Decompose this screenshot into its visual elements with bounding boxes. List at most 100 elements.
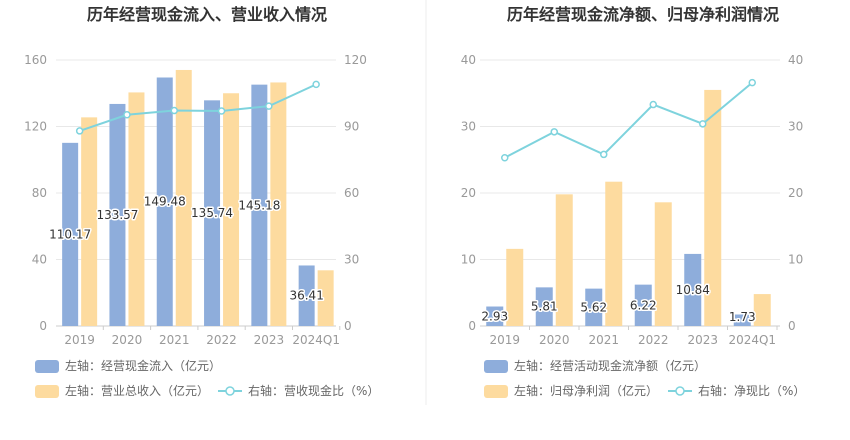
x-tick-label: 2024Q1 xyxy=(728,333,776,347)
legend-label: 右轴：净现比（%） xyxy=(698,383,805,398)
bar-data-label: 2.93 xyxy=(481,309,508,323)
chart-panel-2: 历年经营现金流净额、归母净利润情况 0 10 20 30 40 0 10 20 30 40 2019 2… xyxy=(461,5,805,398)
bar-series-1 xyxy=(62,142,79,326)
legend-label: 左轴：经营现金流入（亿元） xyxy=(65,358,221,373)
line-point xyxy=(550,128,558,136)
legend-label: 左轴：营业总收入（亿元） xyxy=(65,383,209,398)
bar-series-1 xyxy=(634,284,652,326)
bar-series-2 xyxy=(81,117,98,326)
legend-label: 左轴：经营活动现金流净额（亿元） xyxy=(514,358,706,373)
bar-series-1 xyxy=(204,100,221,327)
y-left-tick-label: 40 xyxy=(32,253,47,267)
y-left-tick-label: 40 xyxy=(461,53,476,67)
y-right-tick-label: 0 xyxy=(344,319,352,333)
legend-swatch-point xyxy=(675,386,685,396)
y-right-tick-label: 20 xyxy=(788,186,803,200)
line-point xyxy=(312,80,320,89)
x-tick-label: 2019 xyxy=(64,333,95,347)
bar-series-1 xyxy=(535,287,553,326)
line-point xyxy=(699,120,707,128)
bar-series-2 xyxy=(317,270,334,326)
bar-series-1 xyxy=(733,314,751,326)
y-right-tick-label: 40 xyxy=(788,53,803,67)
bar-series-2 xyxy=(555,194,573,326)
y-right-tick-label: 30 xyxy=(788,120,803,134)
x-tick-label: 2022 xyxy=(206,333,237,347)
legend-label: 右轴：营收现金比（%） xyxy=(248,383,379,398)
line-point xyxy=(217,107,226,115)
x-tick-label: 2024Q1 xyxy=(292,333,340,347)
y-right-tick-label: 30 xyxy=(344,253,359,267)
y-left-tick-label: 80 xyxy=(32,186,47,200)
legend-label: 左轴：归母净利润（亿元） xyxy=(514,383,658,398)
bar-data-label: 133.57 xyxy=(96,208,138,222)
line-point xyxy=(75,127,84,135)
bar-data-label: 5.81 xyxy=(531,300,558,314)
y-left-tick-label: 10 xyxy=(461,253,476,267)
y-left-tick-label: 120 xyxy=(24,120,47,134)
bar-series-2 xyxy=(753,294,771,326)
y-right-tick-label: 120 xyxy=(344,53,367,67)
chart-title: 历年经营现金流净额、归母净利润情况 xyxy=(507,5,779,24)
legend-swatch xyxy=(484,360,508,373)
line-point xyxy=(265,102,273,110)
bar-data-label: 149.48 xyxy=(144,195,186,209)
bar-series-1 xyxy=(585,288,603,326)
bar-series-1 xyxy=(684,253,702,326)
bar-series-2 xyxy=(175,69,192,326)
line-point xyxy=(123,111,131,119)
bar-data-label: 1.73 xyxy=(729,310,756,324)
bar-data-label: 135.74 xyxy=(191,206,233,220)
legend-swatch xyxy=(35,385,59,398)
bar-series-2 xyxy=(605,181,623,326)
bar-series-2 xyxy=(654,202,672,326)
bar-series-1 xyxy=(298,265,315,326)
y-left-tick-label: 160 xyxy=(24,53,47,67)
line-point xyxy=(501,154,509,162)
line-series xyxy=(504,81,753,159)
x-tick-label: 2021 xyxy=(159,333,190,347)
bar-series-1 xyxy=(251,84,268,327)
x-tick-label: 2020 xyxy=(539,333,570,347)
y-left-tick-label: 0 xyxy=(39,319,47,333)
x-tick-label: 2021 xyxy=(588,333,619,347)
legend-swatch-point xyxy=(225,386,235,396)
y-left-tick-label: 30 xyxy=(461,120,476,134)
bar-data-label: 10.84 xyxy=(676,283,710,297)
line-point xyxy=(748,78,756,87)
line-series xyxy=(79,83,317,132)
bar-data-label: 110.17 xyxy=(49,227,91,241)
bar-series-1 xyxy=(109,103,126,326)
x-tick-label: 2022 xyxy=(638,333,669,347)
y-right-tick-label: 0 xyxy=(788,319,796,333)
y-right-tick-label: 60 xyxy=(344,186,359,200)
line-point xyxy=(170,106,178,115)
bar-data-label: 145.18 xyxy=(238,198,280,212)
y-left-tick-label: 20 xyxy=(461,186,476,200)
x-tick-label: 2019 xyxy=(489,333,520,347)
bar-series-2 xyxy=(270,82,287,326)
bar-series-1 xyxy=(486,306,504,326)
bar-series-2 xyxy=(128,92,145,326)
legend-swatch xyxy=(484,385,508,398)
x-tick-label: 2023 xyxy=(687,333,718,347)
bar-series-2 xyxy=(223,93,240,326)
x-tick-label: 2023 xyxy=(254,333,285,347)
line-point xyxy=(600,150,608,159)
bar-data-label: 5.62 xyxy=(580,300,607,314)
y-right-tick-label: 90 xyxy=(344,120,359,134)
bar-series-2 xyxy=(506,248,524,326)
bar-data-label: 36.41 xyxy=(289,289,323,303)
chart-panel-1: 历年经营现金流入、营业收入情况 0 40 80 120 160 0 30 60 90 120 2019… xyxy=(24,5,379,398)
bar-series-2 xyxy=(704,89,722,326)
bar-data-label: 6.22 xyxy=(630,298,657,312)
y-right-tick-label: 10 xyxy=(788,253,803,267)
chart-title: 历年经营现金流入、营业收入情况 xyxy=(87,5,327,24)
line-point xyxy=(649,100,657,109)
y-left-tick-label: 0 xyxy=(468,319,476,333)
bar-series-1 xyxy=(156,77,173,326)
x-tick-label: 2020 xyxy=(112,333,143,347)
legend-swatch xyxy=(35,360,59,373)
